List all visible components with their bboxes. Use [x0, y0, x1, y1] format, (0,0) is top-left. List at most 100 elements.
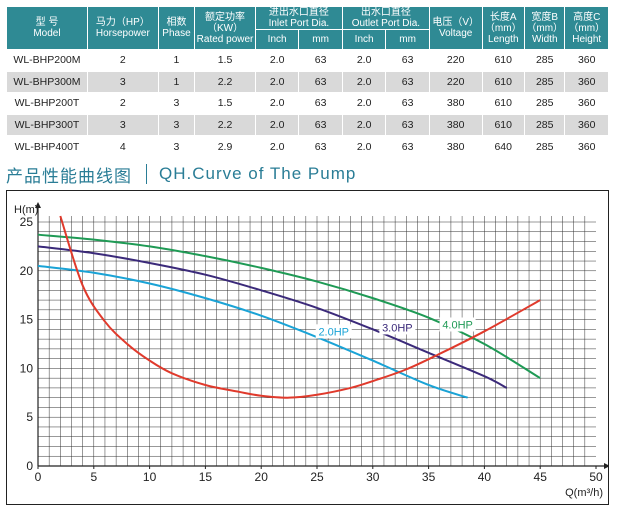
header-inlet: 进出水口直径 Inlet Port Dia. — [254, 6, 343, 30]
series-line-3-0hp — [37, 245, 508, 389]
cell-width: 285 — [523, 135, 566, 158]
cell-outlet-inch: 2.0 — [341, 135, 387, 158]
x-tick-label: 10 — [143, 470, 157, 484]
cell-model: WL-BHP300M — [6, 70, 88, 94]
title-divider — [146, 164, 147, 184]
cell-inlet-inch: 2.0 — [254, 135, 300, 158]
table-header-row: 型 号 Model 马力（HP） Horsepower 相数 Phase 额定功率 （K… — [6, 6, 609, 50]
cell-outlet-mm: 63 — [385, 113, 430, 137]
cell-inlet-inch: 2.0 — [254, 113, 300, 137]
series-line-efficiency — [59, 215, 541, 399]
header-outlet: 出水口直径 Outlet Port Dia. — [341, 6, 430, 30]
cell-outlet-mm: 63 — [385, 92, 430, 115]
cell-height: 360 — [564, 70, 609, 94]
header-height: 高度C （mm） Height — [564, 6, 609, 50]
cell-length: 610 — [481, 49, 525, 72]
header-voltage: 电压（V） Voltage — [428, 6, 483, 50]
x-tick-label: 30 — [366, 470, 380, 484]
cell-inlet-mm: 63 — [298, 92, 343, 115]
y-tick-label: 20 — [20, 264, 34, 278]
cell-height: 360 — [564, 49, 609, 72]
cell-inlet-mm: 63 — [298, 113, 343, 137]
x-tick-label: 25 — [310, 470, 324, 484]
cell-width: 285 — [523, 49, 566, 72]
cell-hp: 3 — [86, 70, 159, 94]
curve-label: 4.0HP — [442, 319, 473, 331]
cell-hp: 3 — [86, 113, 159, 137]
cell-phase: 3 — [157, 92, 196, 115]
cell-kw: 1.5 — [194, 49, 256, 72]
curve-label: 3.0HP — [382, 322, 413, 334]
header-model: 型 号 Model — [6, 6, 88, 50]
header-inlet-mm: mm — [298, 29, 343, 50]
x-axis-arrow — [604, 463, 608, 469]
cell-hp: 4 — [86, 135, 159, 158]
table-row: WL-BHP400T 4 3 2.9 2.0 63 2.0 63 380 640… — [6, 135, 609, 158]
cell-length: 610 — [481, 113, 525, 137]
cell-inlet-inch: 2.0 — [254, 49, 300, 72]
cell-phase: 3 — [157, 135, 196, 158]
table-row: WL-BHP200T 2 3 1.5 2.0 63 2.0 63 380 610… — [6, 92, 609, 115]
header-horsepower: 马力（HP） Horsepower — [86, 6, 159, 50]
header-phase: 相数 Phase — [157, 6, 196, 50]
cell-height: 360 — [564, 92, 609, 115]
cell-outlet-inch: 2.0 — [341, 49, 387, 72]
cell-inlet-inch: 2.0 — [254, 70, 300, 94]
header-width: 宽度B （mm） Width — [523, 6, 566, 50]
header-length: 长度A （mm） Length — [481, 6, 525, 50]
cell-inlet-mm: 63 — [298, 135, 343, 158]
x-tick-label: 5 — [90, 470, 97, 484]
cell-outlet-inch: 2.0 — [341, 92, 387, 115]
section-title: 产品性能曲线图 QH.Curve of The Pump — [6, 162, 356, 186]
section-title-zh: 产品性能曲线图 — [6, 166, 132, 186]
cell-inlet-inch: 2.0 — [254, 92, 300, 115]
series-line-4-0hp — [37, 233, 541, 380]
table-subheader-row: Inch mm Inch mm — [7, 29, 609, 50]
cell-kw: 2.9 — [194, 135, 256, 158]
cell-voltage: 220 — [428, 70, 483, 94]
header-power: 额定功率 （KW） Rated power — [194, 6, 256, 50]
x-tick-label: 45 — [534, 470, 548, 484]
cell-width: 285 — [523, 70, 566, 94]
spec-table: 型 号 Model 马力（HP） Horsepower 相数 Phase 额定功率 （K… — [6, 6, 609, 158]
cell-width: 285 — [523, 92, 566, 115]
qh-curve-chart: 0 5 10 15 20 25 30 35 40 45 500510152025H(m)Q(m³/h… — [14, 202, 608, 499]
cell-outlet-mm: 63 — [385, 135, 430, 158]
header-outlet-mm: mm — [385, 29, 430, 50]
y-tick-label: 5 — [26, 410, 33, 424]
cell-model: WL-BHP200T — [6, 92, 88, 115]
cell-outlet-mm: 63 — [385, 70, 430, 94]
header-inlet-inch: Inch — [254, 29, 300, 50]
y-tick-label: 25 — [20, 215, 34, 229]
y-axis-arrow — [35, 202, 41, 208]
table-row: WL-BHP300T 3 3 2.2 2.0 63 2.0 63 380 610… — [6, 113, 609, 137]
x-tick-label: 40 — [478, 470, 492, 484]
cell-hp: 2 — [86, 49, 159, 72]
cell-outlet-inch: 2.0 — [341, 113, 387, 137]
cell-phase: 1 — [157, 70, 196, 94]
cell-kw: 1.5 — [194, 92, 256, 115]
cell-inlet-mm: 63 — [298, 70, 343, 94]
series-line-2-0hp — [37, 264, 468, 399]
cell-kw: 2.2 — [194, 70, 256, 94]
cell-model: WL-BHP300T — [6, 113, 88, 137]
cell-hp: 2 — [86, 92, 159, 115]
cell-model: WL-BHP400T — [6, 135, 88, 158]
cell-voltage: 220 — [428, 49, 483, 72]
cell-length: 610 — [481, 70, 525, 94]
cell-inlet-mm: 63 — [298, 49, 343, 72]
y-tick-label: 10 — [20, 361, 34, 375]
cell-phase: 1 — [157, 49, 196, 72]
cell-height: 360 — [564, 113, 609, 137]
cell-voltage: 380 — [428, 113, 483, 137]
chart-frame: 0 5 10 15 20 25 30 35 40 45 50 0 5 10 15 20 25 H(m) Q(m³/h… — [6, 190, 609, 505]
cell-height: 360 — [564, 135, 609, 158]
section-title-en: QH.Curve of The Pump — [159, 164, 357, 183]
x-tick-label: 0 — [35, 470, 42, 484]
cell-outlet-mm: 63 — [385, 49, 430, 72]
cell-length: 610 — [481, 92, 525, 115]
cell-phase: 3 — [157, 113, 196, 137]
curve-label-bg — [439, 317, 476, 332]
cell-width: 285 — [523, 113, 566, 137]
x-axis-label: Q(m³/h) — [565, 487, 603, 499]
